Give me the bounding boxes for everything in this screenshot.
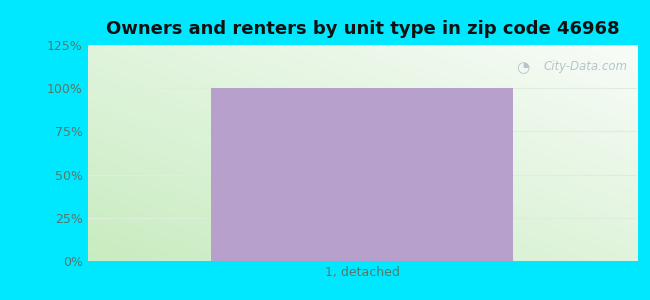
Text: City-Data.com: City-Data.com <box>543 60 628 73</box>
Bar <box>211 88 514 261</box>
Text: ◔: ◔ <box>516 60 529 75</box>
Title: Owners and renters by unit type in zip code 46968: Owners and renters by unit type in zip c… <box>105 20 619 38</box>
